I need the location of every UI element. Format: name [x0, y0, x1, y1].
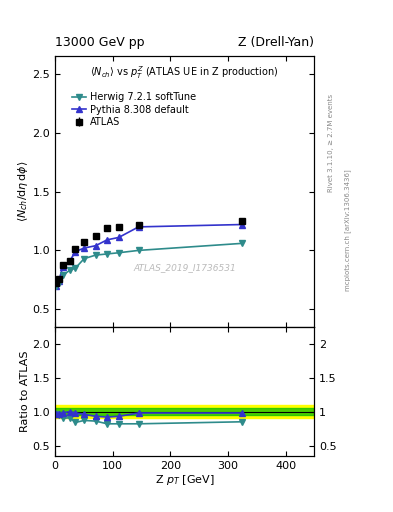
- Bar: [55, 405, 314, 418]
- Pythia 8.308 default: [61, 264, 65, 270]
- Line: Pythia 8.308 default: Pythia 8.308 default: [53, 221, 246, 289]
- Herwig 7.2.1 softTune: [73, 265, 78, 271]
- Text: 13000 GeV pp: 13000 GeV pp: [55, 36, 145, 49]
- Text: Z (Drell-Yan): Z (Drell-Yan): [239, 36, 314, 49]
- Herwig 7.2.1 softTune: [105, 251, 110, 257]
- Pythia 8.308 default: [82, 245, 86, 251]
- Herwig 7.2.1 softTune: [54, 283, 59, 289]
- Herwig 7.2.1 softTune: [61, 272, 65, 278]
- Pythia 8.308 default: [136, 224, 141, 230]
- Text: ATLAS_2019_I1736531: ATLAS_2019_I1736531: [133, 263, 236, 272]
- Text: $\langle N_{ch}\rangle$ vs $p_T^Z$ (ATLAS UE in Z production): $\langle N_{ch}\rangle$ vs $p_T^Z$ (ATLA…: [90, 65, 279, 81]
- Legend: Herwig 7.2.1 softTune, Pythia 8.308 default, ATLAS: Herwig 7.2.1 softTune, Pythia 8.308 defa…: [68, 88, 200, 131]
- Herwig 7.2.1 softTune: [240, 240, 245, 246]
- Pythia 8.308 default: [240, 222, 245, 228]
- Pythia 8.308 default: [116, 234, 121, 241]
- Y-axis label: $\langle N_{ch}/\mathrm{d}\eta\,\mathrm{d}\phi\rangle$: $\langle N_{ch}/\mathrm{d}\eta\,\mathrm{…: [16, 161, 29, 222]
- Herwig 7.2.1 softTune: [82, 255, 86, 262]
- Pythia 8.308 default: [105, 237, 110, 243]
- X-axis label: Z $p_T$ [GeV]: Z $p_T$ [GeV]: [155, 473, 215, 487]
- Pythia 8.308 default: [54, 283, 59, 289]
- Herwig 7.2.1 softTune: [136, 247, 141, 253]
- Herwig 7.2.1 softTune: [93, 252, 98, 258]
- Pythia 8.308 default: [67, 258, 72, 264]
- Text: Rivet 3.1.10, ≥ 2.7M events: Rivet 3.1.10, ≥ 2.7M events: [328, 94, 334, 193]
- Bar: [55, 408, 314, 415]
- Line: Herwig 7.2.1 softTune: Herwig 7.2.1 softTune: [53, 240, 246, 289]
- Text: mcplots.cern.ch [arXiv:1306.3436]: mcplots.cern.ch [arXiv:1306.3436]: [344, 169, 351, 291]
- Pythia 8.308 default: [57, 278, 61, 284]
- Pythia 8.308 default: [93, 243, 98, 249]
- Pythia 8.308 default: [73, 248, 78, 254]
- Herwig 7.2.1 softTune: [57, 280, 61, 286]
- Herwig 7.2.1 softTune: [67, 267, 72, 273]
- Y-axis label: Ratio to ATLAS: Ratio to ATLAS: [20, 351, 29, 432]
- Herwig 7.2.1 softTune: [116, 250, 121, 256]
